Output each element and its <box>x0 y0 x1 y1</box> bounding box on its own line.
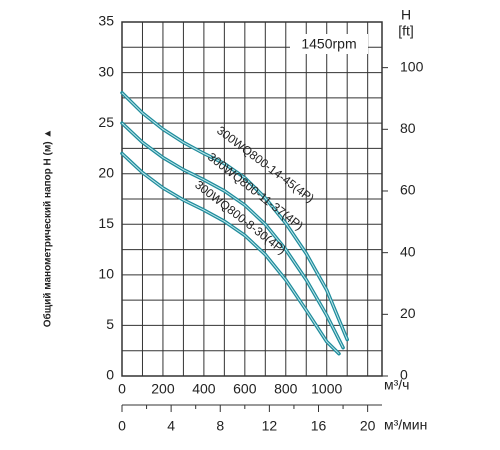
x-tick-label: 200 <box>151 381 175 397</box>
y-tick-label: 10 <box>98 266 114 282</box>
y-tick-label: 25 <box>98 114 114 130</box>
y2-tick-label: 40 <box>400 243 416 259</box>
y2-tick-label: 0 <box>400 367 408 383</box>
annotation-bg <box>290 34 368 54</box>
x2-tick-label: 16 <box>311 418 327 434</box>
x-tick-label: 0 <box>118 381 126 397</box>
y2-tick-label: 20 <box>400 305 416 321</box>
x-tick-label: 400 <box>192 381 216 397</box>
y2-axis-title: H <box>401 7 411 23</box>
y2-axis-unit: [ft] <box>398 23 414 39</box>
annotation: 1450rpm <box>301 36 356 52</box>
x-axis-unit: м³/ч <box>384 377 409 393</box>
y-tick-label: 30 <box>98 63 114 79</box>
x-tick-label: 800 <box>274 381 298 397</box>
x2-axis-unit: м³/мин <box>384 417 427 433</box>
y-axis-title: Общий манометрический напор H (м) ▲ <box>42 129 54 328</box>
x2-tick-label: 20 <box>360 418 376 434</box>
y2-tick-label: 60 <box>400 182 416 198</box>
y2-tick-label: 80 <box>400 120 416 136</box>
plot-frame <box>121 21 383 377</box>
x2-tick-label: 0 <box>118 418 126 434</box>
x2-tick-label: 4 <box>167 418 175 434</box>
x2-tick-label: 12 <box>262 418 278 434</box>
x-tick-label: 1000 <box>311 381 342 397</box>
curve-highlight <box>121 122 344 348</box>
y-tick-label: 15 <box>98 215 114 231</box>
y-tick-label: 0 <box>106 367 114 383</box>
y-tick-label: 5 <box>106 316 114 332</box>
curve-highlight <box>121 153 340 355</box>
curve-highlight <box>121 92 348 340</box>
x-tick-label: 600 <box>233 381 257 397</box>
y2-tick-label: 100 <box>400 58 424 74</box>
curve-label: 300WQ800-8-30(4P) <box>192 178 288 258</box>
x2-tick-label: 8 <box>216 418 224 434</box>
y-tick-label: 20 <box>98 164 114 180</box>
y-tick-label: 35 <box>98 13 114 29</box>
